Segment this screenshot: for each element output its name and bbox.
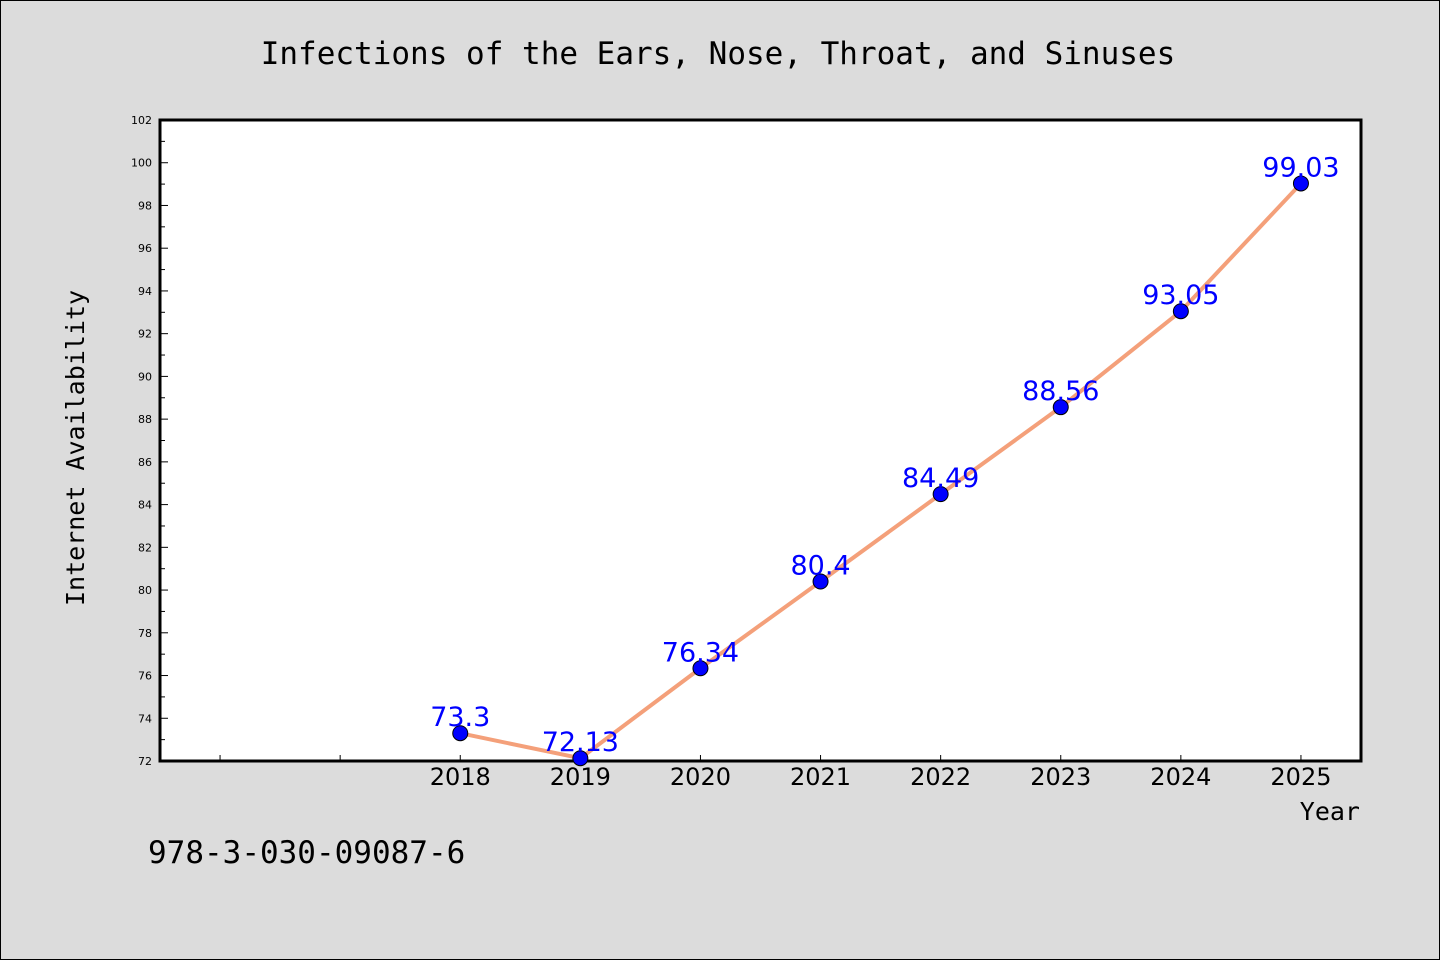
x-axis-label: Year [1300,797,1360,826]
y-tick-label: 84 [138,499,152,512]
data-point [452,725,469,742]
plot-area [158,118,1363,763]
data-point [1172,303,1189,320]
y-tick-label: 80 [138,584,152,597]
y-tick-label: 92 [138,328,152,341]
data-point [812,573,829,590]
series-group: 73.3 72.13 76.34 80.4 84.49 88.56 93.05 99.03 [430,152,1340,767]
x-tick-label: 2018 [430,763,491,791]
data-point [692,660,709,677]
data-label: 88.56 [1022,376,1099,407]
y-tick-label: 90 [138,370,152,383]
x-axis: 2018 2019 2020 2021 2022 2023 2024 2025 [219,755,1331,791]
y-tick-label: 76 [138,670,152,683]
y-tick-label: 78 [138,627,152,640]
y-axis-label: Internet Availability [61,290,90,606]
y-tick-label: 82 [138,541,152,554]
data-label: 84.49 [902,463,979,494]
series-line [459,182,1303,761]
y-tick-label: 96 [138,242,152,255]
x-tick-label: 2020 [670,763,731,791]
data-label: 99.03 [1262,152,1339,183]
y-tick-label: 98 [138,199,152,212]
x-tick-label: 2024 [1150,763,1211,791]
y-tick-label: 86 [138,456,152,469]
y-tick-label: 88 [138,413,152,426]
data-point [932,486,949,503]
x-tick-label: 2019 [550,763,611,791]
data-label: 72.13 [542,727,619,758]
data-point [1052,399,1069,416]
y-tick-label: 102 [131,114,152,127]
data-point [572,750,589,767]
chart-title: Infections of the Ears, Nose, Throat, an… [261,36,1176,72]
data-point [1292,175,1309,192]
isbn-footnote: 978-3-030-09087-6 [148,835,465,871]
x-tick-label: 2021 [790,763,851,791]
data-label: 93.05 [1142,280,1219,311]
y-axis: 72 74 76 78 80 82 84 86 88 90 92 94 96 98 100 102 [131,114,168,768]
x-tick-label: 2023 [1030,763,1091,791]
y-tick-label: 72 [138,755,152,768]
x-tick-label: 2025 [1270,763,1331,791]
data-label: 76.34 [662,637,739,668]
x-tick-label: 2022 [910,763,971,791]
y-tick-label: 74 [138,712,152,725]
y-tick-label: 100 [131,157,152,170]
data-label: 73.3 [430,702,490,733]
data-label: 80.4 [790,551,850,582]
y-tick-label: 94 [138,285,152,298]
